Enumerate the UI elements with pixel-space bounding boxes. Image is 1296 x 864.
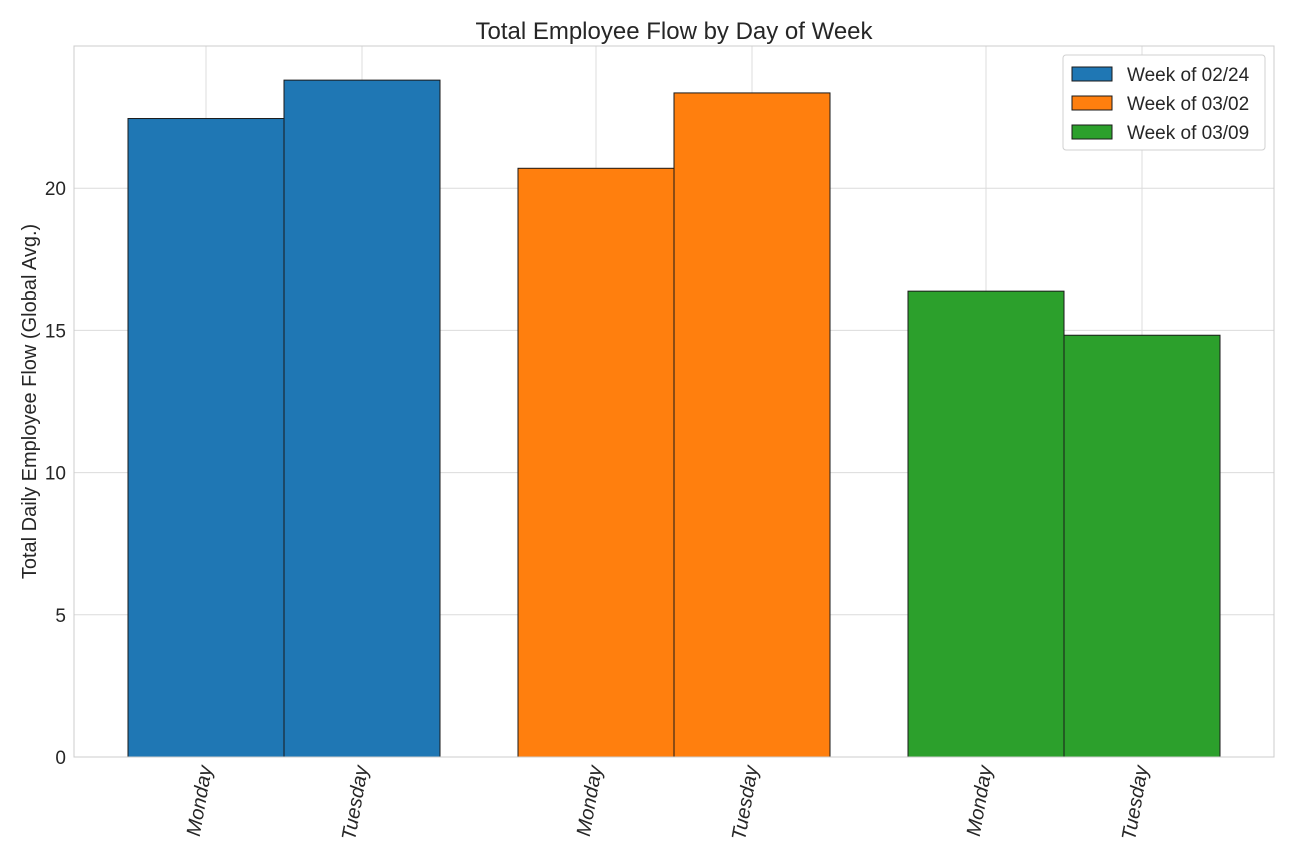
chart-title: Total Employee Flow by Day of Week <box>475 18 873 45</box>
bar-tuesday-series-3 <box>1063 334 1221 758</box>
y-tick-label: 5 <box>55 606 66 627</box>
x-tick-label: Tuesday <box>1118 763 1153 842</box>
legend-box <box>1062 54 1266 151</box>
y-tick-label: 0 <box>55 748 66 769</box>
bar-tuesday-series-1 <box>283 79 441 758</box>
x-axis-ticks: Monday Tuesday Monday Tuesday Monday Tuesday <box>183 763 1153 842</box>
legend-entry-label: Week of 03/09 <box>1127 123 1249 144</box>
y-axis-ticks: 0 5 10 15 20 <box>45 179 66 769</box>
x-tick-label: Monday <box>183 763 217 838</box>
x-tick-label: Tuesday <box>728 763 763 842</box>
legend: Week of 02/24 Week of 03/02 Week of 03/09 <box>1062 54 1266 151</box>
bar-monday-series-3 <box>907 290 1065 758</box>
bars <box>127 79 1221 758</box>
x-tick-label: Tuesday <box>338 763 373 842</box>
y-axis-label: Total Daily Employee Flow (Global Avg.) <box>19 224 41 579</box>
bar-monday-series-1 <box>127 118 285 758</box>
y-tick-label: 20 <box>45 179 66 200</box>
legend-entry-label: Week of 02/24 <box>1127 65 1250 86</box>
legend-entry-label: Week of 03/02 <box>1127 94 1249 115</box>
y-tick-label: 15 <box>45 321 66 342</box>
x-tick-label: Monday <box>573 763 607 838</box>
bar-tuesday-series-2 <box>673 92 831 758</box>
legend-swatch <box>1071 66 1113 82</box>
x-tick-label: Monday <box>963 763 997 838</box>
legend-swatch <box>1071 95 1113 111</box>
plot-frame <box>73 45 1275 758</box>
y-tick-label: 10 <box>45 464 66 485</box>
legend-swatch <box>1071 124 1113 140</box>
bar-monday-series-2 <box>517 167 675 758</box>
